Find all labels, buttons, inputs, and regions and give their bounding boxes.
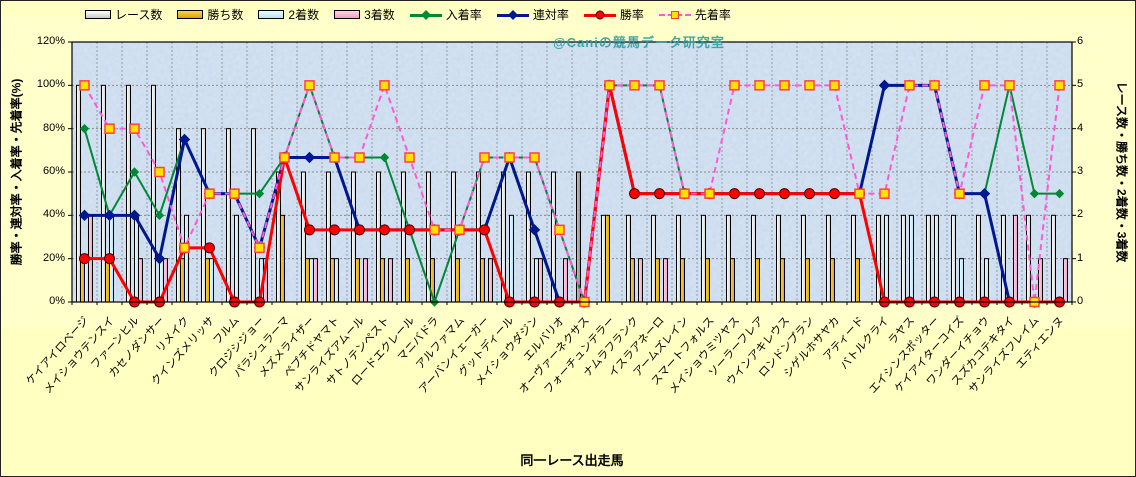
legend-item-2着数: 2着数 xyxy=(258,6,319,23)
right-tick-label: 6 xyxy=(1077,35,1084,47)
left-tick-label: 100% xyxy=(36,78,65,91)
watermark-text: @Caniの競馬データ研究室 xyxy=(553,35,725,50)
left-tick-label: 0% xyxy=(49,295,65,307)
legend-item-label: 連対率 xyxy=(532,8,569,22)
left-tick-label: 60% xyxy=(42,165,65,177)
legend-item-label: 勝ち数 xyxy=(207,8,244,22)
right-tick-label: 0 xyxy=(1077,295,1084,307)
legend-item-勝ち数: 勝ち数 xyxy=(177,6,243,23)
legend-item-先着率: 先着率 xyxy=(658,6,731,23)
left-tick-label: 40% xyxy=(42,208,65,221)
legend-item-label: 2着数 xyxy=(288,8,320,22)
legend-item-label: 入着率 xyxy=(445,8,482,22)
legend-item-勝率: 勝率 xyxy=(583,6,644,23)
legend-bar-swatch xyxy=(258,10,285,19)
legend-item-レース数: レース数 xyxy=(85,6,162,23)
legend-item-3着数: 3着数 xyxy=(334,6,395,23)
right-tick-label: 5 xyxy=(1077,78,1084,91)
legend-item-入着率: 入着率 xyxy=(409,6,482,23)
right-tick-label: 4 xyxy=(1077,121,1084,134)
right-tick-label: 2 xyxy=(1077,208,1084,221)
left-tick-label: 120% xyxy=(36,35,65,47)
left-tick-label: 20% xyxy=(42,251,65,264)
legend-line-swatch xyxy=(496,9,529,21)
legend-item-label: 先着率 xyxy=(694,8,731,22)
legend-item-label: 3着数 xyxy=(364,8,395,22)
chart-legend: レース数 勝ち数 2着数 3着数 入着率 連対率 勝率 先着率 xyxy=(85,6,731,23)
legend-line-swatch xyxy=(583,9,616,21)
legend-bar-swatch xyxy=(85,10,111,19)
legend-bar-swatch xyxy=(334,10,361,19)
left-tick-label: 80% xyxy=(42,121,65,134)
x-axis-title: 同一レース出走馬 xyxy=(520,453,624,468)
gridlines xyxy=(72,42,1072,302)
legend-item-label: レース数 xyxy=(115,8,163,22)
legend-bar-swatch xyxy=(177,10,204,19)
legend-line-swatch xyxy=(409,9,442,21)
axis-ticks xyxy=(68,41,1076,305)
legend-item-label: 勝率 xyxy=(619,8,644,22)
right-tick-label: 1 xyxy=(1077,251,1084,264)
right-axis-title: レース数・勝ち数・2着数・3着数 xyxy=(1114,81,1129,263)
legend-item-連対率: 連対率 xyxy=(496,6,569,23)
right-tick-label: 3 xyxy=(1077,165,1084,177)
legend-line-swatch xyxy=(658,9,691,21)
